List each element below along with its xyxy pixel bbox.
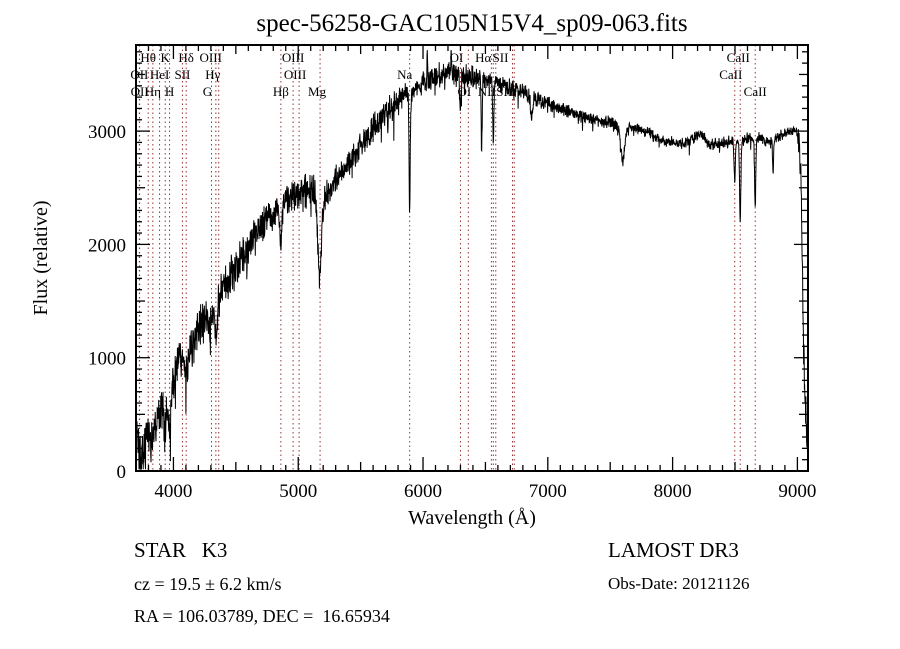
line-label-oiii: OIII	[282, 50, 304, 65]
line-label-na: Na	[397, 67, 412, 82]
obs-date-text: Obs-Date: 20121126	[608, 574, 750, 593]
line-label-oiii: OIII	[200, 50, 222, 65]
spectral-line-labels: OIIOIIHθHηHeIKHSIIHδGHγOIIIHβOIIIOIIIMgN…	[130, 50, 766, 99]
y-tick-label: 2000	[88, 235, 126, 256]
line-label-sii: SII	[493, 50, 509, 65]
line-label-hη: Hη	[145, 84, 161, 99]
x-tick-label: 9000	[778, 481, 816, 502]
y-tick-label: 3000	[88, 122, 126, 143]
line-label-hβ: Hβ	[273, 84, 289, 99]
line-label-hδ: Hδ	[178, 50, 194, 65]
y-tick-label: 1000	[88, 349, 126, 370]
line-label-mg: Mg	[308, 84, 327, 99]
y-axis-label: Flux (relative)	[30, 201, 52, 316]
plot-title: spec-56258-GAC105N15V4_sp09-063.fits	[256, 10, 687, 37]
line-label-oii: OII	[131, 84, 149, 99]
line-label-oi: OI	[457, 84, 471, 99]
line-label-h: H	[165, 84, 174, 99]
line-label-hγ: Hγ	[205, 67, 220, 82]
line-label-hα: Hα	[475, 50, 491, 65]
x-axis-label: Wavelength (Å)	[408, 507, 536, 529]
line-label-g: G	[203, 84, 212, 99]
x-tick-label: 8000	[654, 481, 692, 502]
line-label-oi: OI	[450, 50, 464, 65]
x-tick-label: 7000	[529, 481, 567, 502]
line-label-sii: SII	[174, 67, 190, 82]
line-label-sii: SII	[496, 84, 512, 99]
y-tick-label: 0	[117, 462, 127, 483]
survey-release-text: LAMOST DR3	[608, 538, 739, 562]
x-tick-label: 5000	[279, 481, 317, 502]
line-label-hθ: Hθ	[140, 50, 156, 65]
line-label-hei: HeI	[150, 67, 170, 82]
line-label-k: K	[161, 50, 171, 65]
line-label-caii: CaII	[727, 50, 750, 65]
axes-frame-and-ticks	[135, 44, 809, 472]
line-label-caii: CaII	[744, 84, 767, 99]
x-tick-label: 6000	[404, 481, 442, 502]
cz-velocity-text: cz = 19.5 ± 6.2 km/s	[134, 574, 282, 594]
x-tick-label: 4000	[154, 481, 192, 502]
line-label-nii: NII	[478, 84, 496, 99]
spectrum-trace	[135, 50, 809, 470]
line-label-oii: OII	[130, 67, 148, 82]
line-label-oiii: OIII	[284, 67, 306, 82]
spectral-line-markers	[138, 45, 756, 471]
axis-tick-labels: 4000 5000 6000 7000 8000 9000 0 1000 2000 3000	[88, 122, 816, 502]
line-label-caii: CaII	[719, 67, 742, 82]
object-class-text: STAR K3	[134, 538, 227, 562]
ra-dec-text: RA = 106.03789, DEC = 16.65934	[134, 606, 390, 626]
